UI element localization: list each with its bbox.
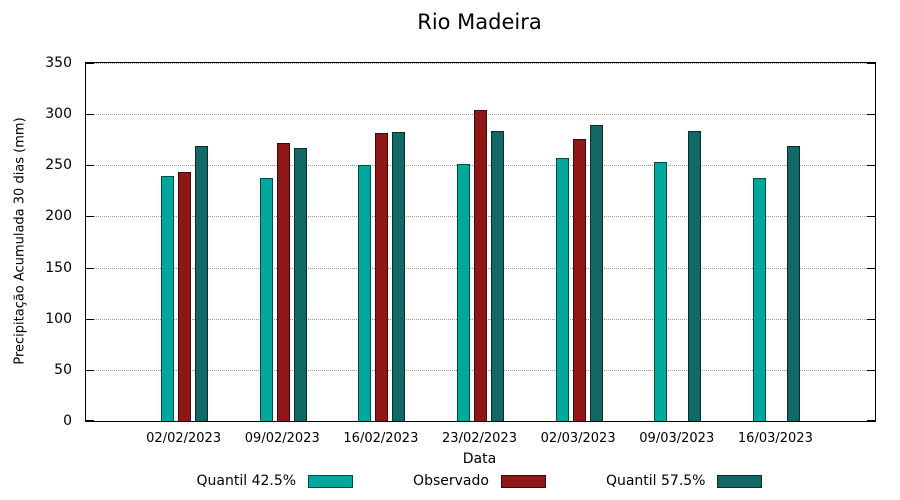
bar-quantil-42-5 <box>358 165 372 421</box>
y-tick-mark <box>867 114 875 116</box>
y-tick-mark <box>867 318 875 320</box>
plot-area <box>85 62 876 422</box>
x-tick-label: 16/03/2023 <box>737 431 813 446</box>
bar-quantil-57-5 <box>195 145 209 421</box>
legend-label: Observado <box>413 473 489 489</box>
legend-entry: Quantil 57.5% <box>606 473 763 489</box>
legend-swatch <box>500 474 546 488</box>
bar-observado <box>474 110 487 421</box>
legend-label: Quantil 42.5% <box>196 473 297 489</box>
bar-quantil-57-5 <box>392 131 406 421</box>
bar-quantil-57-5 <box>491 130 504 421</box>
x-tick-labels: 02/02/2023 09/02/2023 16/02/2023 23/02/2023… <box>85 431 874 449</box>
bar-observado <box>178 172 192 421</box>
y-tick-mark <box>86 216 94 218</box>
bar-quantil-42-5 <box>457 164 470 421</box>
bar-quantil-42-5 <box>555 158 569 421</box>
bar-quantil-42-5 <box>752 177 766 421</box>
bar-observado <box>375 132 389 421</box>
legend-swatch <box>717 474 763 488</box>
y-tick-label: 300 <box>45 106 72 123</box>
y-tick-label: 150 <box>45 259 72 276</box>
y-tick-mark <box>867 420 875 421</box>
y-tick-mark <box>86 165 94 167</box>
bar-quantil-57-5 <box>589 125 603 421</box>
y-tick-label: 200 <box>45 208 72 225</box>
y-tick-mark <box>86 369 94 371</box>
bar-quantil-57-5 <box>786 145 800 421</box>
x-tick-label: 02/03/2023 <box>540 431 616 446</box>
y-tick-mark <box>867 63 875 64</box>
bar-observado <box>276 142 290 421</box>
legend: Quantil 42.5% Observado Quantil 57.5% <box>85 473 874 489</box>
y-tick-mark <box>86 420 94 421</box>
bar-observado <box>572 138 586 421</box>
bar-quantil-57-5 <box>293 147 307 421</box>
y-tick-mark <box>86 63 94 64</box>
x-tick-label: 09/02/2023 <box>244 431 320 446</box>
bar-quantil-42-5 <box>654 162 668 421</box>
y-tick-mark <box>867 216 875 218</box>
bar-quantil-42-5 <box>161 175 175 421</box>
y-tick-mark <box>86 114 94 116</box>
y-tick-label: 100 <box>45 310 72 327</box>
x-tick-label: 16/02/2023 <box>343 431 419 446</box>
y-tick-mark <box>86 318 94 320</box>
y-tick-label: 0 <box>63 413 72 429</box>
y-tick-label: 350 <box>45 55 72 71</box>
bar-quantil-57-5 <box>688 130 702 421</box>
x-tick-label: 23/02/2023 <box>442 431 517 446</box>
y-tick-mark <box>86 267 94 269</box>
legend-entry: Observado <box>413 473 546 489</box>
gridline <box>86 63 875 64</box>
x-tick-label: 02/02/2023 <box>146 431 222 446</box>
bar-quantil-42-5 <box>259 177 273 421</box>
legend-label: Quantil 57.5% <box>605 473 706 489</box>
y-tick-mark <box>867 165 875 167</box>
x-axis-label: Data <box>462 451 497 467</box>
legend-entry: Quantil 42.5% <box>197 473 354 489</box>
x-tick-label: 09/03/2023 <box>639 431 715 446</box>
chart-title: Rio Madeira <box>417 10 542 34</box>
y-tick-label: 250 <box>45 157 72 174</box>
y-tick-mark <box>867 267 875 269</box>
y-tick-label: 50 <box>54 361 72 378</box>
legend-swatch <box>308 474 354 488</box>
y-tick-mark <box>867 369 875 371</box>
y-tick-labels: 0 50 100 150 200 250 300 350 <box>0 55 78 429</box>
